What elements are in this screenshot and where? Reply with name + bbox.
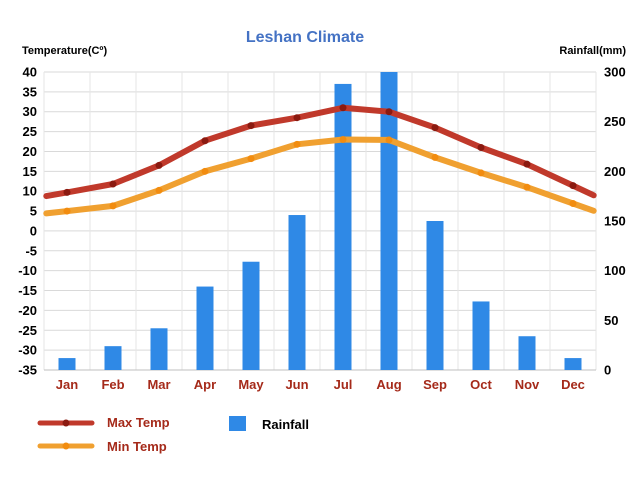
rainfall-bar-mar (150, 328, 168, 370)
right-axis-title: Rainfall(mm) (559, 45, 626, 57)
min-temp-point-mar (155, 186, 163, 194)
min-temp-point-oct (477, 169, 485, 177)
left-tick-label: -10 (18, 263, 37, 278)
month-label-aug: Aug (376, 377, 401, 392)
max-temp-point-aug (385, 108, 393, 116)
rainfall-bar-nov (518, 336, 536, 370)
rainfall-bar-may (242, 261, 260, 370)
month-label-feb: Feb (101, 377, 124, 392)
month-label-mar: Mar (147, 377, 170, 392)
right-tick-label: 150 (604, 214, 626, 229)
rainfall-bar-aug (380, 72, 398, 370)
max-temp-point-oct (477, 143, 485, 151)
month-label-nov: Nov (515, 377, 540, 392)
legend-min-temp: Min Temp (37, 439, 167, 454)
month-label-jan: Jan (56, 377, 78, 392)
right-tick-label: 300 (604, 65, 626, 80)
max-temp-point-jul (339, 104, 347, 112)
left-tick-label: -30 (18, 343, 37, 358)
temperature-lines (43, 104, 597, 217)
left-tick-label: 0 (30, 223, 37, 238)
left-tick-label: 30 (23, 104, 37, 119)
left-tick-label: 20 (23, 144, 37, 159)
month-label-sep: Sep (423, 377, 447, 392)
left-tick-label: -25 (18, 323, 37, 338)
min-temp-point-nov (523, 183, 531, 191)
min-temp-point-jun (293, 140, 301, 148)
max-temp-point-nov (523, 160, 531, 168)
rainfall-bar-jun (288, 215, 306, 370)
left-tick-label: -35 (18, 363, 37, 378)
left-tick-label: -20 (18, 303, 37, 318)
legend-rainfall: Rainfall (229, 416, 309, 432)
legend-rainfall-label: Rainfall (262, 417, 309, 432)
right-tick-label: 250 (604, 114, 626, 129)
rainfall-bars (58, 72, 582, 371)
max-temp-point-may (247, 122, 255, 130)
left-tick-label: 10 (23, 184, 37, 199)
min-temp-point-may (247, 155, 255, 163)
rainfall-bar-oct (472, 301, 490, 370)
left-tick-label: 15 (23, 164, 37, 179)
month-label-jun: Jun (285, 377, 308, 392)
min-temp-point-apr (201, 167, 209, 175)
rainfall-bar-jan (58, 358, 76, 370)
max-temp-point-jan (63, 188, 71, 196)
left-tick-label: 25 (23, 124, 37, 139)
left-tick-label: -5 (25, 243, 37, 258)
left-axis-title: Temperature(Cº) (22, 45, 107, 57)
legend-max-temp-label: Max Temp (107, 415, 170, 430)
left-tick-label: 40 (23, 65, 37, 80)
gridlines (43, 71, 597, 371)
legend-rainfall-swatch (229, 416, 246, 431)
left-tick-label: 5 (30, 204, 37, 219)
rainfall-bar-jul (334, 83, 352, 371)
legend-min-temp-marker (62, 442, 70, 450)
right-tick-label: 50 (604, 313, 618, 328)
rainfall-bar-feb (104, 346, 122, 370)
legend-min-temp-label: Min Temp (107, 439, 167, 454)
min-temp-point-jul (339, 136, 347, 144)
left-axis-ticks: 40 35 30 25 20 15 10 5 0 -5 -10 -15 -20 -25 -30 -35 (18, 65, 37, 378)
legend: Max Temp Min Temp Rainfall (37, 415, 309, 454)
legend-max-temp-marker (62, 419, 70, 427)
max-temp-point-dec (569, 182, 577, 190)
left-tick-label: -15 (18, 283, 37, 298)
right-tick-label: 0 (604, 363, 611, 378)
rainfall-bar-sep (426, 221, 444, 370)
max-temp-point-sep (431, 124, 439, 132)
right-tick-label: 100 (604, 263, 626, 278)
rainfall-bar-dec (564, 358, 582, 370)
month-label-oct: Oct (470, 377, 492, 392)
rainfall-bar-apr (196, 286, 214, 370)
min-temp-point-dec (569, 200, 577, 208)
month-label-may: May (238, 377, 264, 392)
min-temp-point-sep (431, 153, 439, 161)
min-temp-point-jan (63, 207, 71, 215)
legend-max-temp: Max Temp (37, 415, 170, 430)
month-labels: Jan Feb Mar Apr May Jun Jul Aug Sep Oct Nov Dec (56, 377, 585, 392)
max-temp-point-feb (109, 180, 117, 188)
month-label-dec: Dec (561, 377, 585, 392)
right-axis-ticks: 300 250 200 150 100 50 0 (604, 65, 626, 378)
max-temp-line (43, 104, 597, 200)
chart-title: Leshan Climate (246, 29, 364, 46)
min-temp-point-feb (109, 202, 117, 210)
left-tick-label: 35 (23, 84, 37, 99)
right-tick-label: 200 (604, 164, 626, 179)
max-temp-point-apr (201, 137, 209, 145)
max-temp-point-jun (293, 114, 301, 122)
min-temp-point-aug (385, 136, 393, 144)
max-temp-point-mar (155, 161, 163, 169)
month-label-apr: Apr (194, 377, 216, 392)
month-label-jul: Jul (334, 377, 353, 392)
min-temp-line (43, 136, 597, 217)
